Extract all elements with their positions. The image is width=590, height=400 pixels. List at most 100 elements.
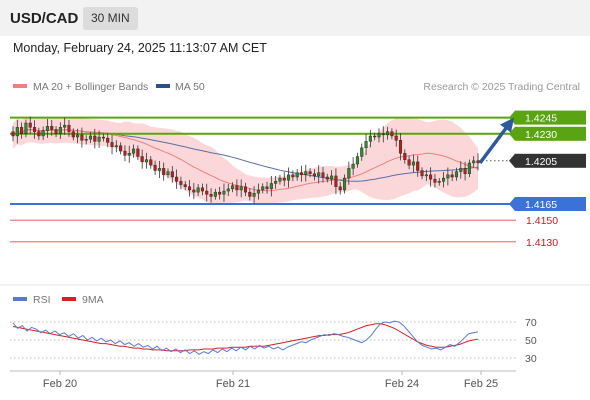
candle-body bbox=[308, 171, 312, 174]
level-1-4165-label-bg bbox=[515, 197, 586, 211]
candle-body bbox=[467, 162, 471, 174]
candle-body bbox=[403, 153, 407, 160]
rsi-tick-label: 50 bbox=[525, 335, 537, 347]
level-1-4205-pointer bbox=[509, 153, 515, 168]
candle-body bbox=[472, 160, 476, 164]
candle-body bbox=[54, 129, 58, 134]
ma20-bb-legend-label: MA 20 + Bollinger Bands bbox=[33, 81, 148, 93]
candle-body bbox=[45, 126, 49, 131]
candle-body bbox=[88, 135, 93, 140]
candle-body bbox=[162, 168, 166, 176]
rsi-tick-label: 70 bbox=[525, 317, 537, 329]
candle-body bbox=[153, 164, 157, 171]
candle-body bbox=[28, 122, 32, 128]
ma50-legend-label: MA 50 bbox=[175, 81, 205, 93]
candle-body bbox=[252, 192, 256, 197]
candle-body bbox=[183, 184, 187, 187]
level-1-4245-label: 1.4245 bbox=[525, 113, 557, 125]
candle-body bbox=[360, 147, 364, 157]
candle-body bbox=[37, 131, 41, 137]
candle-body bbox=[433, 178, 437, 183]
candle-body bbox=[231, 185, 235, 190]
candle-body bbox=[15, 127, 19, 137]
x-tick-label: Feb 25 bbox=[464, 378, 498, 390]
candle-body bbox=[325, 176, 329, 180]
candle-body bbox=[381, 133, 385, 136]
candle-body bbox=[446, 174, 450, 179]
candle-body bbox=[149, 159, 153, 166]
level-1-4165-label: 1.4165 bbox=[525, 199, 557, 211]
timestamp: Monday, February 24, 2025 11:13:07 AM CE… bbox=[13, 41, 267, 55]
x-axis: Feb 20 Feb 21 Feb 24 Feb 25 bbox=[43, 371, 498, 390]
price-levels: 1.4245 1.4230 1.4205 1.4165 1.4150 1.4130 bbox=[10, 110, 586, 249]
candle-body bbox=[80, 134, 84, 141]
rsi-tick-label: 30 bbox=[525, 353, 537, 365]
candle-body bbox=[50, 126, 54, 130]
candle-body bbox=[144, 159, 149, 163]
candle-body bbox=[330, 175, 334, 180]
timeframe-badge[interactable]: 30 MIN bbox=[83, 7, 138, 30]
candle-body bbox=[63, 124, 67, 128]
candle-body bbox=[334, 175, 338, 187]
candle-body bbox=[218, 191, 222, 195]
attribution: Research © 2025 Trading Central bbox=[423, 81, 580, 93]
candle-body bbox=[338, 186, 342, 191]
candle-body bbox=[205, 190, 209, 195]
level-1-4230-label: 1.4230 bbox=[525, 129, 557, 141]
candle-body bbox=[248, 191, 252, 197]
candle-body bbox=[299, 172, 304, 176]
candle-body bbox=[243, 186, 248, 193]
level-1-4150-label: 1.4150 bbox=[526, 215, 558, 227]
candle-body bbox=[235, 185, 239, 191]
candle-body bbox=[106, 137, 110, 143]
candle-body bbox=[429, 174, 433, 180]
candle-body bbox=[463, 168, 467, 174]
candle-body bbox=[209, 194, 213, 197]
candle-body bbox=[317, 172, 321, 177]
symbol-title: USD/CAD bbox=[10, 10, 79, 27]
projection-arrowhead bbox=[500, 117, 514, 133]
candle-body bbox=[437, 181, 441, 183]
ma20-bb-legend-swatch bbox=[13, 84, 27, 88]
candle-body bbox=[420, 170, 424, 177]
level-1-4165-pointer bbox=[509, 197, 515, 211]
candle-body bbox=[291, 174, 295, 178]
candle-body bbox=[213, 191, 217, 197]
candle-body bbox=[287, 174, 291, 181]
candle-body bbox=[179, 181, 183, 185]
rsi-legend-label: RSI bbox=[33, 294, 51, 306]
candle-body bbox=[200, 187, 204, 192]
candle-body bbox=[459, 168, 463, 172]
candle-body bbox=[239, 186, 243, 191]
candle-body bbox=[136, 148, 140, 157]
header-bar: USD/CAD 30 MIN bbox=[0, 0, 590, 36]
ma9-line bbox=[12, 323, 479, 352]
candle-body bbox=[11, 131, 15, 137]
level-1-4245-label-bg bbox=[515, 110, 586, 125]
rsi-line bbox=[12, 320, 479, 356]
candle-body bbox=[226, 188, 230, 192]
candle-body bbox=[321, 172, 325, 178]
candle-body bbox=[416, 161, 420, 171]
candle-body bbox=[127, 153, 131, 156]
candle-body bbox=[157, 168, 161, 171]
candle-body bbox=[377, 133, 381, 138]
candle-body bbox=[295, 172, 299, 178]
candle-body bbox=[394, 135, 398, 141]
level-1-4230-pointer bbox=[509, 126, 515, 141]
candle-body bbox=[351, 163, 355, 169]
candle-body bbox=[166, 171, 170, 176]
candle-body bbox=[386, 131, 390, 136]
candle-body bbox=[424, 174, 428, 177]
candle-body bbox=[450, 174, 454, 178]
candle-body bbox=[265, 186, 269, 190]
candle-body bbox=[67, 124, 71, 132]
candle-body bbox=[41, 130, 45, 137]
candle-body bbox=[84, 138, 88, 141]
x-tick-label: Feb 20 bbox=[43, 378, 77, 390]
candle-body bbox=[407, 159, 411, 166]
projection-arrow bbox=[478, 117, 514, 165]
candle-body bbox=[123, 150, 127, 156]
candle-body bbox=[114, 145, 118, 147]
candle-body bbox=[390, 131, 394, 137]
